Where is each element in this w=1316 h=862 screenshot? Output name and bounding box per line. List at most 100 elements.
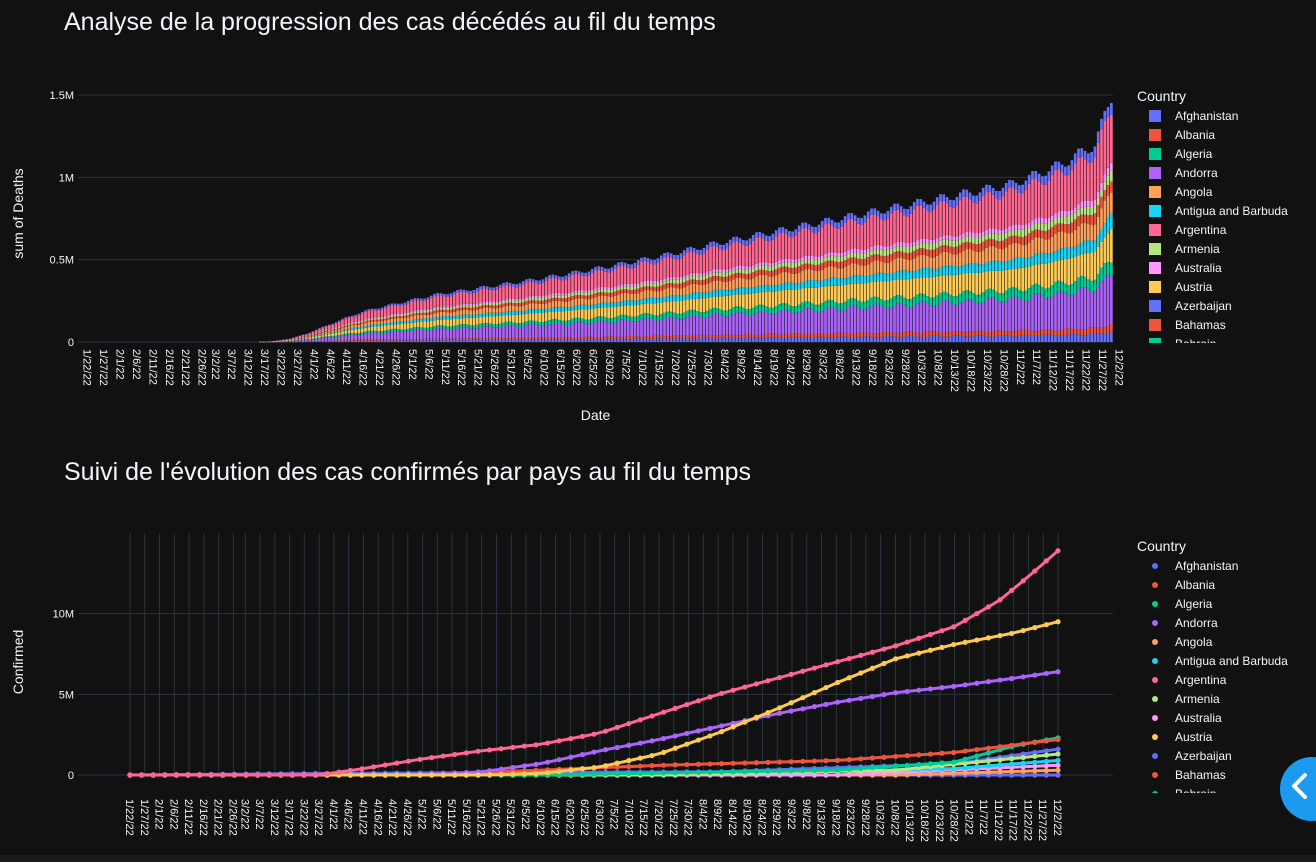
bar: [758, 292, 762, 305]
legend-item[interactable]: Austria: [1137, 727, 1316, 746]
bar: [577, 274, 581, 291]
data-point: [382, 762, 388, 768]
bar: [995, 299, 998, 331]
legend-item[interactable]: Andorra: [1137, 613, 1316, 632]
legend-item[interactable]: Angola: [1137, 632, 1316, 651]
bar: [659, 285, 663, 291]
bar: [801, 288, 804, 303]
bar: [886, 281, 890, 301]
bar: [968, 263, 972, 273]
bar: [443, 316, 446, 320]
bar: [909, 213, 913, 243]
x-tick-label: 4/21/22: [373, 349, 385, 386]
bar: [929, 335, 932, 342]
legend-item[interactable]: Bahrain: [1137, 784, 1316, 793]
bar: [801, 310, 804, 335]
legend-item[interactable]: Angola: [1137, 182, 1316, 201]
x-tick-label: 6/20/22: [563, 799, 575, 836]
legend-item[interactable]: Azerbaijan: [1137, 296, 1316, 315]
bar: [410, 316, 413, 321]
bar: [709, 335, 712, 339]
bar: [850, 276, 854, 284]
bar: [564, 275, 568, 280]
legend-item[interactable]: Albania: [1137, 575, 1316, 594]
legend-item[interactable]: Antigua and Barbuda: [1137, 651, 1316, 670]
bar: [360, 334, 364, 340]
legend-swatch: [1152, 600, 1158, 607]
bar: [880, 336, 883, 342]
data-point: [1043, 772, 1049, 778]
bar: [452, 307, 456, 310]
legend-item[interactable]: Bahrain: [1137, 334, 1316, 343]
bar: [1077, 244, 1080, 256]
data-point: [1009, 756, 1015, 762]
legend-swatch: [1152, 714, 1158, 721]
bar: [912, 278, 916, 297]
bar: [837, 252, 840, 257]
bar: [370, 308, 374, 311]
legend-item[interactable]: Albania: [1137, 125, 1316, 144]
bar: [1096, 327, 1100, 334]
legend-item[interactable]: Antigua and Barbuda: [1137, 201, 1316, 220]
bar: [623, 286, 627, 290]
legend-item[interactable]: Austria: [1137, 277, 1316, 296]
bar: [1004, 228, 1008, 233]
bar: [485, 326, 489, 339]
bar: [387, 316, 390, 318]
bar: [475, 328, 479, 339]
legend-item[interactable]: Afghanistan: [1137, 106, 1316, 125]
bar: [686, 280, 689, 286]
bar: [709, 270, 712, 274]
legend-item[interactable]: Algeria: [1137, 144, 1316, 163]
bar: [564, 307, 568, 312]
bar: [512, 322, 515, 326]
bar: [1110, 229, 1113, 263]
bar: [324, 326, 328, 331]
bar: [1077, 289, 1080, 330]
data-point: [951, 624, 957, 630]
bar: [985, 229, 988, 235]
bar: [344, 330, 348, 334]
legend-item[interactable]: Andorra: [1137, 163, 1316, 182]
legend-item[interactable]: Argentina: [1137, 220, 1316, 239]
legend-item[interactable]: Argentina: [1137, 670, 1316, 689]
bar: [1073, 219, 1077, 230]
legend-item[interactable]: Afghanistan: [1137, 556, 1316, 575]
bar: [636, 288, 640, 294]
bar: [347, 326, 351, 329]
bar: [965, 189, 969, 197]
bar: [728, 275, 732, 282]
bar: [561, 298, 564, 302]
bar: [801, 270, 804, 283]
bar: [774, 285, 778, 292]
legend-item[interactable]: Bahamas: [1137, 315, 1316, 334]
bar: [610, 289, 614, 293]
bar: [912, 296, 916, 307]
legend-item[interactable]: Azerbaijan: [1137, 746, 1316, 765]
bar: [495, 286, 499, 290]
bar: [314, 334, 318, 335]
bar: [981, 272, 985, 293]
legend-item[interactable]: Bahamas: [1137, 765, 1316, 784]
bar: [1100, 189, 1103, 197]
bar: [528, 320, 532, 325]
bar: [620, 336, 624, 340]
legend-item[interactable]: Armenia: [1137, 689, 1316, 708]
legend-item[interactable]: Australia: [1137, 258, 1316, 277]
bar: [357, 324, 361, 328]
bar: [709, 308, 712, 316]
bar: [958, 239, 962, 245]
bar: [607, 272, 610, 288]
bar: [949, 199, 952, 207]
legend-item[interactable]: Australia: [1137, 708, 1316, 727]
bar: [512, 303, 515, 306]
bar: [955, 335, 959, 342]
legend-item[interactable]: Algeria: [1137, 594, 1316, 613]
bar: [975, 203, 978, 234]
bar: [495, 302, 499, 306]
bar: [827, 256, 831, 261]
legend-item[interactable]: Armenia: [1137, 239, 1316, 258]
data-point: [1020, 764, 1026, 770]
